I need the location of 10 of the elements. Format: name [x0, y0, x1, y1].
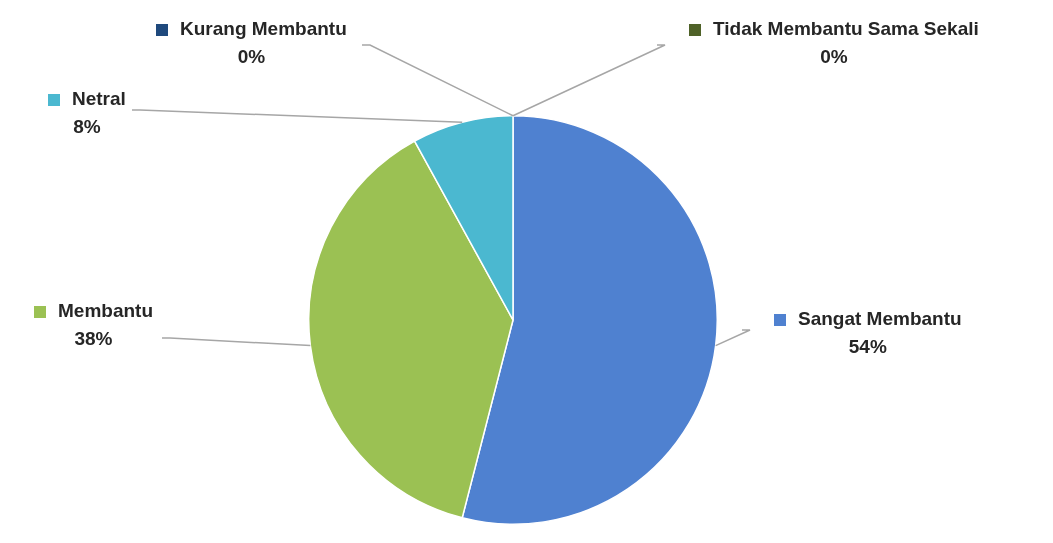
- legend-label: Membantu: [58, 300, 153, 322]
- legend-label: Sangat Membantu: [798, 308, 962, 330]
- text: 0%: [820, 46, 848, 68]
- legend-label: Tidak Membantu Sama Sekali: [713, 18, 979, 40]
- legend-label: Kurang Membantu: [180, 18, 347, 40]
- legend-label: Netral: [72, 88, 126, 110]
- data-label: 8%: [73, 116, 101, 138]
- data-label: 54%: [848, 336, 887, 358]
- data-label: 38%: [74, 328, 113, 350]
- text: 0%: [237, 46, 266, 68]
